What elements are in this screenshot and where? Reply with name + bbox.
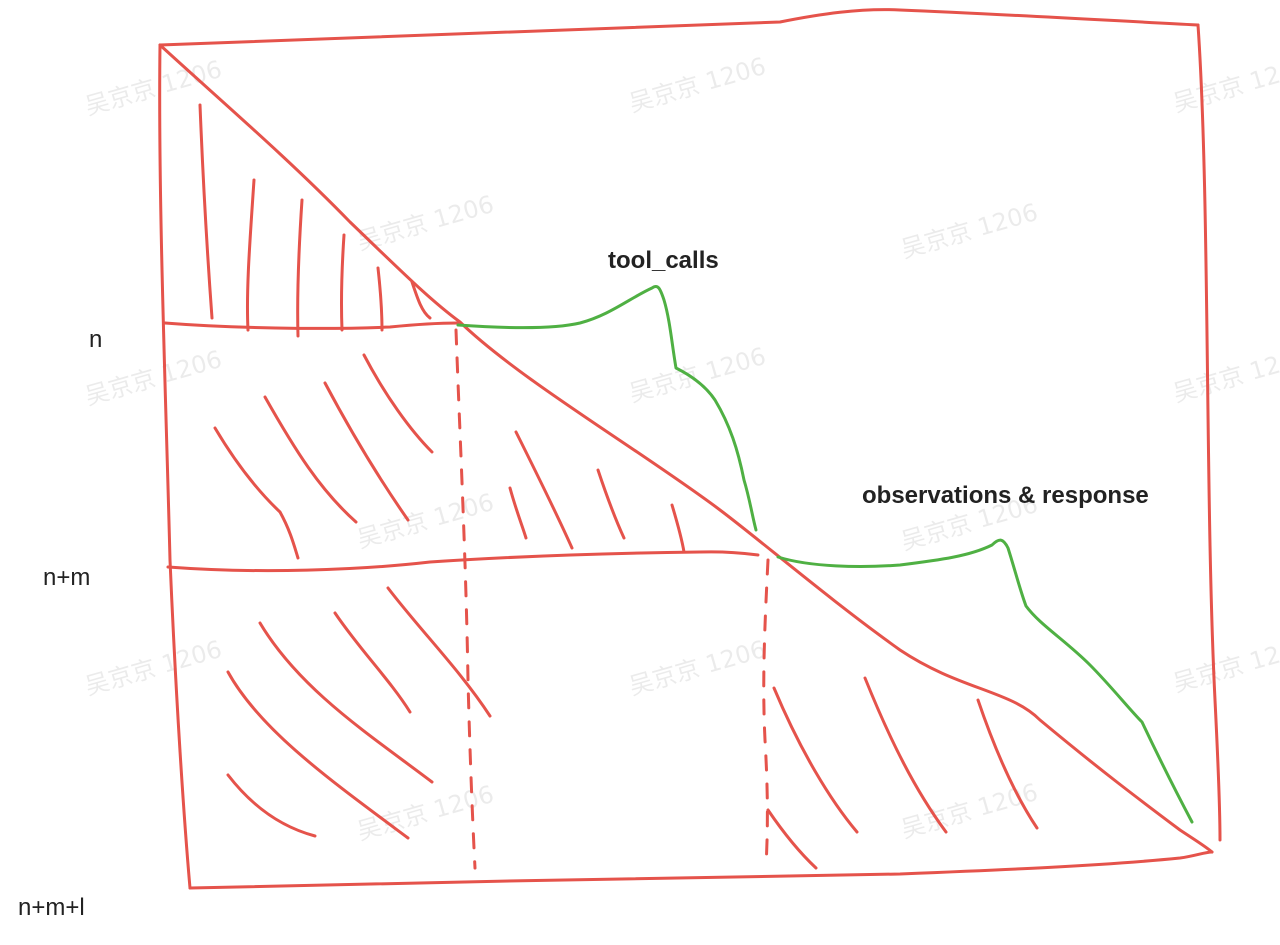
watermark: 吴京京 1206 <box>82 345 225 411</box>
watermark: 吴京京 1206 <box>354 488 497 554</box>
matrix-frame-left <box>158 43 192 890</box>
column-separator-2 <box>762 558 770 867</box>
hatch-bottom-left <box>226 586 492 840</box>
watermark: 吴京京 1206 <box>82 635 225 701</box>
hatch-middle-left <box>213 353 434 560</box>
column-separator-1 <box>454 328 477 870</box>
hatch-top-triangle <box>198 103 432 338</box>
watermark: 吴京京 1206 <box>626 342 769 408</box>
row-separator-n-m <box>166 550 760 573</box>
matrix-frame-top <box>158 8 1200 47</box>
watermark: 吴京京 1206 <box>626 52 769 118</box>
matrix-frame-right <box>1196 23 1222 842</box>
causal-diagonal <box>158 43 1214 854</box>
watermark: 吴京京 1206 <box>626 635 769 701</box>
observations-bracket <box>776 538 1194 824</box>
watermark-layer: 吴京京 1206 吴京京 1206 吴京京 1206 吴京京 1206 吴京京 … <box>82 52 1280 846</box>
watermark: 吴京京 1206 <box>1170 342 1280 408</box>
hatch-bottom-right <box>766 676 1039 870</box>
watermark: 吴京京 1206 <box>898 778 1041 844</box>
axis-label-n: n <box>89 326 102 353</box>
tool-calls-bracket <box>456 285 758 532</box>
hatch-middle-center <box>508 430 686 554</box>
matrix-frame-bottom <box>188 850 1214 890</box>
watermark: 吴京京 1206 <box>898 198 1041 264</box>
row-separator-n <box>163 321 460 330</box>
axis-label-n-m: n+m <box>43 564 90 591</box>
watermark: 吴京京 1206 <box>82 55 225 121</box>
watermark: 吴京京 1206 <box>1170 52 1280 118</box>
watermark: 吴京京 1206 <box>1170 632 1280 698</box>
observations-label: observations & response <box>862 482 1149 509</box>
tool-calls-label: tool_calls <box>608 247 719 274</box>
axis-label-n-m-l: n+m+l <box>18 894 85 921</box>
